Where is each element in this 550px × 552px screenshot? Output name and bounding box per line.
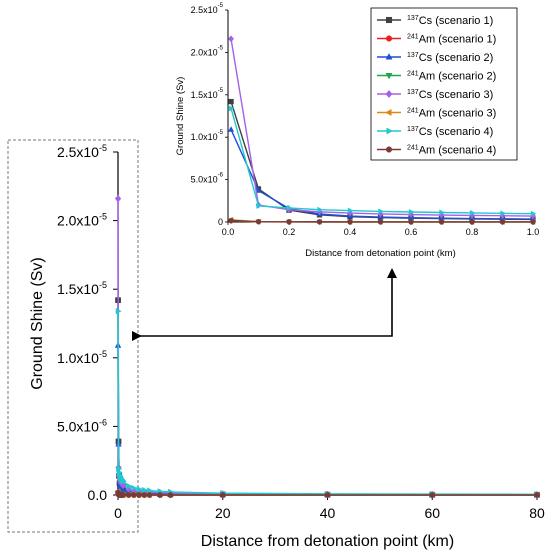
main-series-line (117, 345, 538, 496)
main-x-tick-label: 60 (424, 505, 440, 521)
inset-x-tick-label: 1.0 (527, 227, 540, 237)
inset-data-point (228, 217, 234, 224)
inset-y-tick-label: 2.5x10-5 (191, 3, 224, 15)
main-y-tick-label: 0.0 (88, 487, 108, 503)
inset-data-point (317, 206, 323, 213)
inset-y-axis-label: Ground Shine (Sv) (175, 77, 186, 156)
main-data-point (115, 307, 122, 315)
legend-entry: 137Cs (scenario 1) (407, 15, 493, 27)
main-series-line (117, 198, 538, 496)
inset-y-tick-label: 2.0x10-5 (191, 45, 224, 57)
zoom-connector-arrow (132, 268, 397, 341)
inset-chart: 0.0 0.2 0.4 0.6 0.8 1.0 0 5.0x10-6 1.0x10-5 1.5x1… (175, 3, 539, 259)
main-x-tick-label: 0 (114, 505, 122, 521)
legend-entry: 137Cs (scenario 3) (407, 89, 493, 101)
main-data-point (429, 492, 436, 498)
inset-data-point (469, 219, 475, 225)
inset-data-point (228, 105, 235, 112)
main-chart: 0 20 40 60 80 0.0 5.0x10-6 1.0x10-5 1.5x10-5 2.0x… (7, 139, 545, 550)
inset-data-point (530, 219, 536, 225)
inset-x-tick-label: 0.8 (466, 227, 479, 237)
legend-marker (385, 16, 393, 24)
main-x-tick-label: 80 (529, 505, 545, 521)
inset-y-tick-label: 5.0x10-6 (191, 173, 224, 185)
inset-data-point (227, 126, 235, 132)
main-data-point (141, 492, 148, 498)
inset-data-point (408, 208, 415, 216)
main-data-point (167, 492, 174, 498)
legend-entry: 241Am (scenario 1) (407, 34, 496, 46)
legend-marker (385, 108, 392, 117)
inset-data-point (408, 219, 414, 225)
main-y-tick-label: 1.0x10-5 (57, 349, 107, 366)
inset-data-point (499, 219, 506, 225)
inset-data-point (347, 219, 353, 225)
legend-marker (385, 73, 393, 80)
main-data-point (141, 486, 148, 494)
legend-entry: 241Am (scenario 2) (407, 71, 496, 83)
inset-data-point (255, 219, 262, 225)
main-data-point (534, 492, 540, 498)
main-y-tick-label: 1.5x10-5 (57, 280, 107, 297)
inset-x-tick-label: 0.0 (222, 227, 235, 237)
inset-y-tick-label: 0 (218, 217, 223, 227)
main-x-tick-label: 40 (320, 505, 336, 521)
legend-entry: 137Cs (scenario 4) (407, 126, 493, 138)
legend-marker (386, 127, 393, 135)
main-data-point (146, 492, 153, 498)
main-data-point (114, 194, 122, 203)
legend-box (370, 7, 518, 161)
inset-data-point (286, 219, 292, 225)
legend-entry: 241Am (scenario 4) (407, 145, 496, 157)
main-y-tick-label: 2.5x10-5 (57, 143, 107, 160)
inset-data-point (377, 219, 384, 225)
main-data-point (131, 484, 138, 492)
main-data-point (147, 487, 154, 494)
inset-data-point (256, 202, 262, 209)
legend-entry: 137Cs (scenario 2) (407, 52, 493, 64)
main-data-point (136, 492, 142, 498)
inset-data-point (316, 219, 323, 225)
main-data-point (136, 485, 143, 493)
inset-data-point (228, 35, 235, 43)
inset-x-tick-label: 0.4 (344, 227, 357, 237)
main-data-point (120, 478, 127, 485)
legend-entry: 241Am (scenario 3) (407, 108, 496, 120)
legend-marker (385, 89, 393, 99)
inset-x-tick-label: 0.6 (405, 227, 418, 237)
inset-x-tick-label: 0.2 (283, 227, 296, 237)
main-x-axis-label: Distance from detonation point (km) (201, 533, 454, 550)
inset-data-point (439, 209, 445, 216)
main-data-point (157, 492, 163, 498)
inset-data-point (347, 207, 354, 214)
inset-data-point (500, 210, 506, 217)
main-data-point (324, 492, 331, 498)
main-series-line (117, 311, 538, 496)
legend: 137Cs (scenario 1) 241Am (scenario 1) 137C… (370, 7, 518, 161)
main-data-point (126, 482, 133, 490)
inset-x-axis-label: Distance from detonation point (km) (305, 248, 455, 259)
main-y-tick-label: 5.0x10-6 (57, 417, 107, 434)
inset-y-tick-label: 1.5x10-5 (191, 88, 224, 100)
inset-y-tick-label: 1.0x10-5 (191, 130, 224, 142)
main-x-tick-label: 20 (215, 505, 231, 521)
inset-data-point (228, 98, 234, 105)
inset-data-point (469, 209, 476, 216)
legend-marker (385, 146, 393, 153)
inset-data-point (255, 187, 262, 193)
legend-marker (385, 35, 393, 42)
main-y-axis-label: Ground Shine (Sv) (29, 257, 46, 390)
main-data-point (219, 492, 226, 498)
main-data-point (120, 492, 127, 498)
inset-data-point (530, 210, 537, 217)
inset-data-point (378, 208, 384, 215)
main-data-point (130, 492, 137, 498)
main-data-point (125, 492, 132, 498)
main-y-tick-label: 2.0x10-5 (57, 212, 107, 229)
legend-marker (385, 53, 393, 60)
inset-data-point (286, 204, 293, 212)
inset-data-point (438, 219, 445, 225)
main-series-line (117, 300, 538, 496)
